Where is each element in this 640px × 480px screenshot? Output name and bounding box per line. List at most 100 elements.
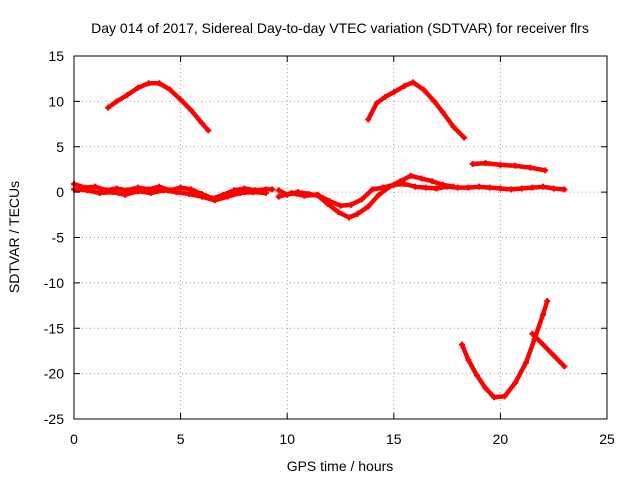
data-point xyxy=(211,197,218,204)
data-point xyxy=(288,190,295,197)
data-point xyxy=(262,190,269,197)
data-point xyxy=(156,183,163,190)
data-point xyxy=(186,190,193,197)
data-point xyxy=(422,184,429,191)
y-tick-label: -15 xyxy=(44,320,64,336)
series-cluster-2 xyxy=(71,187,269,203)
data-point xyxy=(188,107,195,114)
data-point xyxy=(459,341,466,348)
data-point xyxy=(482,385,489,392)
data-point xyxy=(550,352,557,359)
x-tick-label: 15 xyxy=(386,431,402,447)
data-point xyxy=(230,187,237,194)
data-point xyxy=(542,167,549,174)
data-point xyxy=(529,330,536,337)
x-tick-label: 25 xyxy=(599,431,615,447)
data-point xyxy=(486,184,493,191)
data-point xyxy=(439,109,446,116)
ticks: 0 5 10 15 20 25 15 10 5 0 -5 -10 -15 -20 -25 xyxy=(44,48,615,447)
data-point xyxy=(250,189,257,196)
data-point xyxy=(518,185,525,192)
y-tick-label: 0 xyxy=(56,184,64,200)
data-point xyxy=(501,393,508,400)
data-point xyxy=(407,172,414,179)
data-point xyxy=(550,185,557,192)
data-point xyxy=(109,189,116,196)
data-point xyxy=(156,80,163,87)
data-point xyxy=(198,120,205,127)
series-layer xyxy=(71,79,568,401)
x-tick-label: 0 xyxy=(70,431,78,447)
data-point xyxy=(134,188,141,195)
data-point xyxy=(401,82,408,89)
data-point xyxy=(173,189,180,196)
data-point xyxy=(390,89,397,96)
data-point xyxy=(540,183,547,190)
data-point xyxy=(540,341,547,348)
data-point xyxy=(205,127,212,134)
data-point xyxy=(512,379,519,386)
data-point xyxy=(275,187,282,194)
data-point xyxy=(433,185,440,192)
data-point xyxy=(461,134,468,141)
y-tick-label: -5 xyxy=(52,230,65,246)
data-point xyxy=(166,86,173,93)
data-point xyxy=(358,196,365,203)
data-point xyxy=(497,185,504,192)
data-point xyxy=(561,363,568,370)
data-point xyxy=(337,202,344,209)
data-point xyxy=(450,183,457,190)
data-point xyxy=(237,190,244,197)
data-point xyxy=(482,160,489,167)
data-point xyxy=(365,116,372,123)
data-point xyxy=(224,193,231,200)
data-point xyxy=(439,181,446,188)
data-point xyxy=(544,298,551,305)
data-point xyxy=(450,123,457,130)
y-tick-label: 10 xyxy=(48,93,64,109)
y-tick-label: -10 xyxy=(44,275,64,291)
data-point xyxy=(83,187,90,194)
data-point xyxy=(324,200,331,207)
data-point xyxy=(386,183,393,190)
data-point xyxy=(540,311,547,318)
data-point xyxy=(92,183,99,190)
chart-title: Day 014 of 2017, Sidereal Day-to-day VTE… xyxy=(91,20,589,36)
data-point xyxy=(418,175,425,182)
data-point xyxy=(275,193,282,200)
data-point xyxy=(508,186,515,193)
y-tick-label: 15 xyxy=(48,48,64,64)
data-point xyxy=(561,186,568,193)
data-point xyxy=(465,357,472,364)
data-point xyxy=(373,100,380,107)
data-point xyxy=(497,161,504,168)
data-point xyxy=(522,359,529,366)
data-point xyxy=(301,192,308,199)
data-point xyxy=(177,184,184,191)
data-point xyxy=(375,191,382,198)
data-point xyxy=(476,183,483,190)
data-point xyxy=(269,186,276,193)
data-point xyxy=(145,80,152,87)
data-point xyxy=(369,186,376,193)
data-point xyxy=(346,214,353,221)
data-point xyxy=(382,93,389,100)
data-point xyxy=(105,104,112,111)
data-point xyxy=(177,96,184,103)
data-point xyxy=(198,193,205,200)
data-point xyxy=(124,92,131,99)
data-point xyxy=(465,184,472,191)
data-point xyxy=(147,190,154,197)
data-point xyxy=(314,191,321,198)
data-point xyxy=(113,98,120,105)
data-point xyxy=(420,86,427,93)
data-point xyxy=(160,187,167,194)
data-point xyxy=(96,190,103,197)
data-point xyxy=(365,203,372,210)
data-point xyxy=(469,160,476,167)
data-point xyxy=(431,98,438,105)
x-tick-label: 20 xyxy=(493,431,509,447)
y-tick-label: 5 xyxy=(56,139,64,155)
